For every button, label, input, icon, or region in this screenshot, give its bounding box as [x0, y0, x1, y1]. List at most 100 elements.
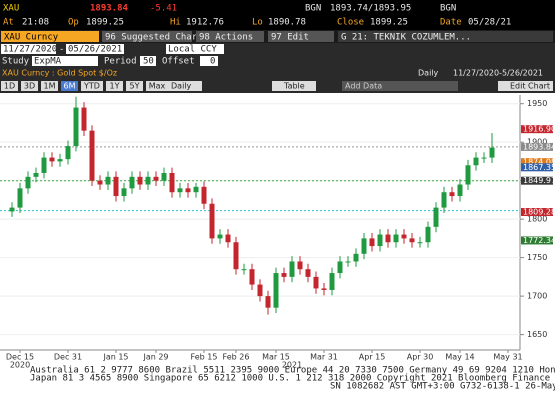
bid-ask: 1893.74/1893.95: [330, 4, 411, 14]
start-date[interactable]: 11/27/2020: [3, 45, 57, 55]
candle-body: [337, 261, 343, 274]
period-button[interactable]: [1, 81, 18, 91]
op-label: Op: [68, 18, 79, 28]
add-data-box[interactable]: [342, 81, 458, 91]
ask-source: BGN: [440, 4, 456, 14]
candle-body: [489, 147, 495, 158]
period-select[interactable]: Daily: [171, 82, 192, 91]
command-button-label[interactable]: G 21: TEKNIK COZUMLEM...: [341, 33, 471, 43]
candle-body: [401, 234, 407, 239]
price-tag: [521, 163, 553, 172]
at-label: At: [3, 18, 14, 28]
command-button[interactable]: [338, 31, 553, 42]
x-tick-label: Feb 15: [191, 353, 218, 362]
price-tag: [521, 236, 553, 245]
candle-body: [33, 172, 39, 177]
period-button-label[interactable]: 6M: [64, 82, 76, 91]
period-box[interactable]: [140, 56, 156, 66]
candle-body: [185, 188, 191, 193]
study[interactable]: ExpMA: [34, 57, 62, 67]
candle-body: [177, 188, 183, 193]
add-data[interactable]: Add Data: [345, 82, 382, 91]
quote-bar: [0, 0, 555, 30]
period-button-label[interactable]: YTD: [83, 82, 100, 91]
y-tick-label: 1750: [527, 253, 547, 262]
year-label: 2020: [10, 361, 30, 370]
currency-box[interactable]: [166, 44, 224, 54]
candle-body: [153, 176, 159, 181]
candle-body: [193, 186, 199, 193]
candle-body: [81, 107, 87, 131]
candle-body: [201, 186, 207, 204]
candle-body: [449, 192, 455, 197]
candle-body: [377, 234, 383, 247]
candle-body: [273, 273, 279, 308]
candle-body: [417, 242, 423, 244]
candle-body: [233, 242, 239, 270]
candle-body: [393, 234, 399, 243]
close-label: Close: [337, 18, 364, 28]
footer-line: SN 1082682 AST GMT+3:00 G732-6138-1 26-M…: [330, 382, 555, 392]
period[interactable]: 50: [143, 57, 154, 67]
currency[interactable]: Local CCY: [168, 45, 217, 55]
hi-label: Hi: [170, 18, 181, 28]
study-box[interactable]: [32, 56, 98, 66]
command-button[interactable]: [268, 31, 334, 42]
command-button[interactable]: [102, 31, 192, 42]
offset-box[interactable]: [200, 56, 218, 66]
period-button[interactable]: [126, 81, 143, 91]
y-tick-label: 1900: [527, 138, 547, 147]
candle-body: [361, 238, 367, 254]
period-button-label[interactable]: 5Y: [130, 82, 140, 91]
command-button[interactable]: [196, 31, 264, 42]
candle-body: [353, 253, 359, 262]
candle-body: [49, 157, 55, 162]
command-button-label[interactable]: 96 Suggested Charts: [105, 33, 208, 43]
x-tick-label: Jan 29: [142, 353, 168, 362]
table[interactable]: Table: [283, 82, 305, 91]
candle-body: [465, 165, 471, 185]
candle-body: [385, 234, 391, 243]
edit-chart[interactable]: Edit Chart: [510, 82, 550, 91]
command-button-label[interactable]: 98 Actions: [199, 33, 253, 43]
security-box[interactable]: [1, 31, 99, 42]
period-button-label[interactable]: Max: [149, 82, 166, 91]
period-button-label[interactable]: 1M: [44, 82, 56, 91]
period-button[interactable]: [21, 81, 38, 91]
candle-body: [225, 234, 231, 243]
period-button[interactable]: [41, 81, 58, 91]
price-tag-label: 1867.35: [523, 163, 555, 172]
candle-body: [121, 188, 127, 197]
period-button-label[interactable]: 1D: [4, 82, 15, 91]
candle-body: [329, 273, 335, 290]
end-date-box[interactable]: [66, 44, 124, 54]
candle-body: [257, 284, 263, 297]
period-select-box[interactable]: [168, 81, 202, 91]
command-button-label[interactable]: 97 Edit: [271, 33, 309, 43]
candle-body: [425, 226, 431, 243]
candle-body: [441, 192, 447, 208]
period-button[interactable]: [81, 81, 103, 91]
x-tick-label: Dec 31: [54, 353, 82, 362]
edit-chart-button[interactable]: [498, 81, 553, 91]
candle-body: [137, 176, 143, 185]
start-date-box[interactable]: [1, 44, 56, 54]
offset[interactable]: 0: [210, 57, 215, 67]
x-tick-label: May 31: [493, 353, 522, 362]
candle-body: [105, 176, 111, 185]
candle-body: [241, 269, 247, 271]
candle-body: [297, 261, 303, 270]
period-button[interactable]: [146, 81, 168, 91]
candle-body: [65, 146, 71, 160]
period-button[interactable]: [106, 81, 123, 91]
candle-body: [289, 261, 295, 277]
table-button[interactable]: [272, 81, 316, 91]
end-date[interactable]: 05/26/2021: [68, 45, 122, 55]
period-button-label[interactable]: 1Y: [110, 82, 120, 91]
price-tag-label: 1916.90: [523, 125, 555, 134]
price-tag: [521, 208, 553, 217]
period-button-label[interactable]: 3D: [24, 82, 35, 91]
security[interactable]: XAU Curncy: [4, 33, 59, 43]
period-button[interactable]: [61, 81, 78, 91]
